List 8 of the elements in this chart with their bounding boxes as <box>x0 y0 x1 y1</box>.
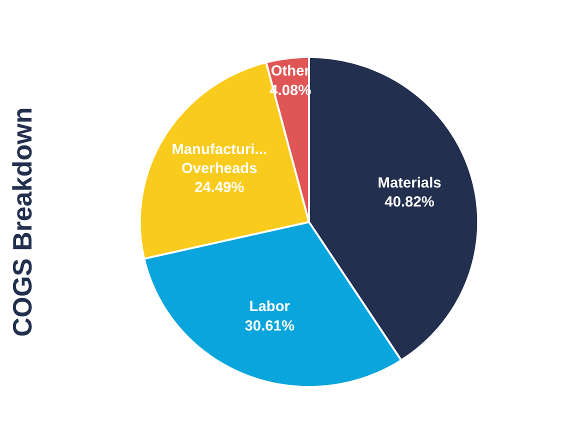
slice-label: Manufacturi... Overheads <box>172 142 267 177</box>
data-label: 24.49% <box>194 180 244 196</box>
slice-label: Other <box>270 64 310 80</box>
text: COGS Breakdown <box>8 107 38 337</box>
data-label: 40.82% <box>384 194 434 211</box>
slice-label: Labor <box>249 299 290 316</box>
data-label: 30.61% <box>244 318 294 334</box>
slice-label: Materials <box>378 175 442 192</box>
